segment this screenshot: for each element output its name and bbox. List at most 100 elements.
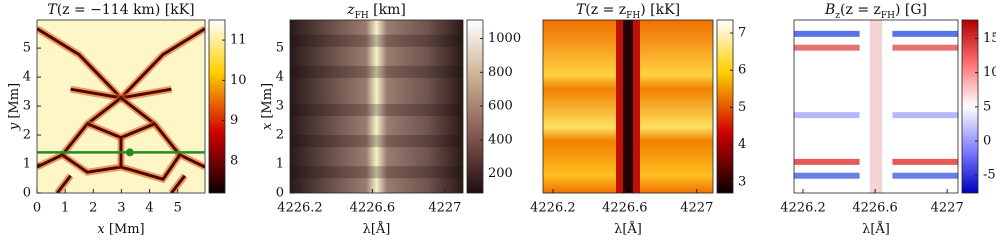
network-line (120, 96, 205, 169)
text-part: [Mm] (7, 83, 22, 123)
x-tick-label: 4226.2 (530, 201, 576, 216)
band (290, 135, 463, 148)
y-tick-label: 4 (276, 70, 284, 85)
y-axis-label: x [Mm] (260, 83, 275, 130)
x-axis-label: λ[Å] (363, 221, 391, 237)
y-axis-label: y [Mm] (7, 83, 22, 131)
y-tick-label: 4 (23, 70, 31, 85)
y-tick-label: 5 (23, 41, 31, 56)
heatmap (794, 20, 958, 193)
plot-frame (793, 19, 959, 194)
x-tick-label: 4226.6 (602, 201, 648, 216)
colorbar-tick-label: 9 (230, 113, 238, 128)
band (892, 112, 958, 119)
band (794, 172, 860, 179)
text-part: FH (881, 11, 895, 21)
y-tick-label: 0 (23, 186, 31, 201)
colorbar-tick-label: -5 (983, 168, 996, 183)
x-tick-label: 4227 (428, 201, 461, 216)
text-part: x (97, 222, 105, 237)
panel-title: zFH [km] (346, 2, 406, 21)
body: T(z = −114 km) [kK] x [Mm] y [Mm] 0 1 2 3 4 5 0 1 2… (6, 2, 996, 237)
colorbar-tick-label: 10 (230, 73, 247, 88)
x-tick-label: 4226.6 (852, 201, 898, 216)
colorbar-tick-label: 11 (230, 33, 247, 48)
colorbar (716, 19, 734, 194)
text-part: FH (355, 11, 369, 21)
network-line (37, 96, 122, 169)
text-part: T (576, 2, 587, 18)
text-part: λ[Å] (363, 221, 391, 237)
band (290, 166, 463, 179)
y-tick-label: 2 (276, 128, 284, 143)
colorbar-tick-label: 10 (983, 65, 996, 80)
y-tick-label: 5 (276, 41, 284, 56)
text-part: (z = z (585, 2, 626, 18)
band (794, 112, 860, 119)
x-axis-label: x [Mm] (97, 222, 144, 237)
colorbar-tick-label: 4 (738, 137, 746, 152)
text-part: y (7, 122, 22, 131)
x-tick-label: 4 (145, 201, 153, 216)
band (794, 158, 860, 165)
text-part: [Mm] (105, 222, 145, 237)
core (870, 20, 882, 193)
text-part: B (824, 2, 835, 18)
x-tick-label: 4227 (931, 201, 964, 216)
text-part: FH (626, 11, 640, 21)
core-dark (623, 20, 633, 193)
x-tick-label: 5 (174, 201, 182, 216)
colorbar (208, 19, 226, 194)
band (290, 103, 463, 116)
x-tick-label: 4227 (680, 201, 713, 216)
x-tick-label: 1 (61, 201, 69, 216)
band (794, 30, 860, 37)
text-part: (z = −114 km) [kK] (57, 2, 195, 18)
text-part: [km] (369, 2, 406, 18)
x-tick-label: 4226.6 (350, 201, 396, 216)
figure: T(z = −114 km) [kK]x [Mm]y [Mm]0 1 2 3 4 5012… (7, 2, 996, 237)
text-part: ) [kK] (640, 2, 680, 18)
heatmap-image (290, 20, 463, 193)
text-part: λ[Å] (614, 221, 642, 237)
colorbar-tick-label: 5 (738, 100, 746, 115)
colorbar-tick-label: 15 (983, 31, 996, 46)
heatmap (290, 20, 463, 193)
x-axis-label: λ[Å] (614, 221, 642, 237)
y-tick-label: 3 (23, 99, 31, 114)
panel-title: T(z = −114 km) [kK] (47, 2, 194, 18)
band (892, 44, 958, 51)
y-tick-label: 2 (23, 128, 31, 143)
band (892, 158, 958, 165)
heatmap (543, 20, 713, 193)
band (892, 172, 958, 179)
x-tick-label: 0 (33, 201, 41, 216)
y-tick-label: 3 (276, 99, 284, 114)
y-tick-label: 0 (276, 186, 284, 201)
text-part: z (835, 11, 840, 21)
x-tick-label: 3 (117, 201, 125, 216)
colorbar-tick-label: 6 (738, 63, 746, 78)
band (892, 30, 958, 37)
plot-frame (542, 19, 714, 194)
text-part: ) [G] (895, 2, 927, 18)
band (290, 34, 463, 47)
colorbar-tick-label: 800 (488, 65, 513, 80)
colorbar-tick-label: 5 (983, 99, 991, 114)
text-part: z (346, 2, 355, 18)
band (290, 65, 463, 78)
text-part: x (260, 122, 275, 130)
x-tick-label: 4226.2 (780, 201, 826, 216)
colorbar-tick-label: 400 (488, 132, 513, 147)
network-line (170, 174, 186, 193)
x-axis-label: λ[Å] (862, 221, 890, 237)
colorbar-tick-label: 3 (738, 174, 746, 189)
network-line (56, 174, 72, 193)
colorbar-tick-label: 7 (738, 26, 746, 41)
slice-point (125, 148, 134, 157)
colorbar-tick-label: 8 (230, 153, 238, 168)
y-tick-label: 1 (276, 157, 284, 172)
text-part: T (47, 2, 58, 18)
panel-title: T(z = zFH) [kK] (576, 2, 680, 21)
colorbar-tick-label: 600 (488, 99, 513, 114)
